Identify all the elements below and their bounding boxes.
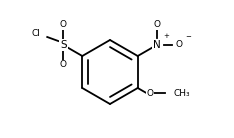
Text: O: O <box>147 88 154 98</box>
Text: N: N <box>153 40 161 50</box>
Text: O: O <box>60 21 67 30</box>
Text: O: O <box>60 60 67 70</box>
Text: Cl: Cl <box>31 30 40 39</box>
Text: −: − <box>185 34 191 40</box>
Text: O: O <box>153 21 160 30</box>
Text: +: + <box>163 33 169 39</box>
Text: CH₃: CH₃ <box>173 88 190 98</box>
Text: O: O <box>175 40 182 50</box>
Text: S: S <box>60 40 66 50</box>
